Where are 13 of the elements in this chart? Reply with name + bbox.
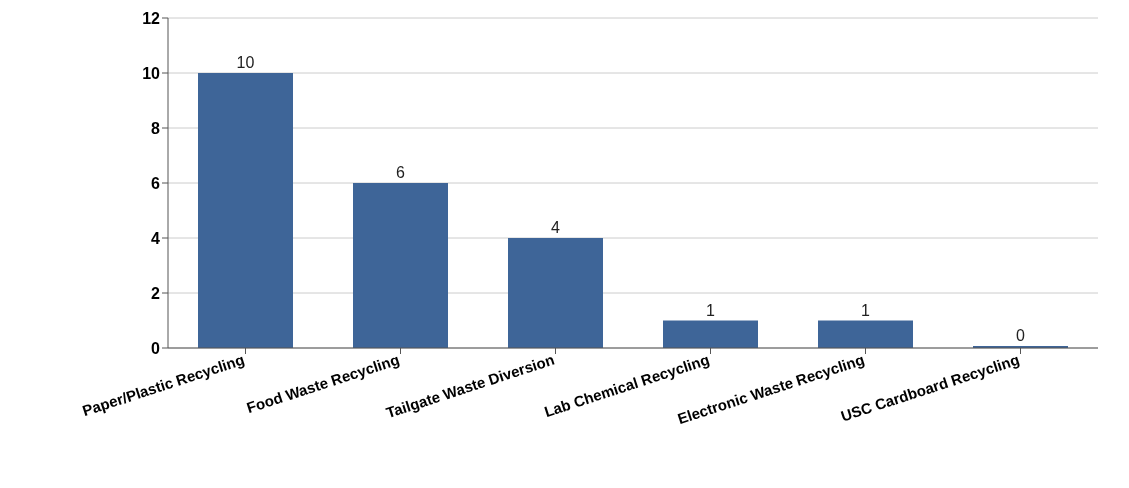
data-label: 1 xyxy=(861,301,871,319)
y-tick-label: 2 xyxy=(151,284,161,302)
data-label: 4 xyxy=(551,219,561,236)
data-label: 10 xyxy=(236,54,255,71)
y-tick-label: 4 xyxy=(151,229,161,247)
data-label: 1 xyxy=(706,301,716,319)
y-tick-label: 6 xyxy=(151,174,161,192)
data-label: 0 xyxy=(1016,327,1026,344)
y-tick-label: 10 xyxy=(142,64,161,82)
data-label: 6 xyxy=(396,164,406,181)
y-tick-label: 0 xyxy=(151,339,161,357)
y-tick-label: 8 xyxy=(151,119,161,137)
y-tick-label: 12 xyxy=(142,9,161,27)
